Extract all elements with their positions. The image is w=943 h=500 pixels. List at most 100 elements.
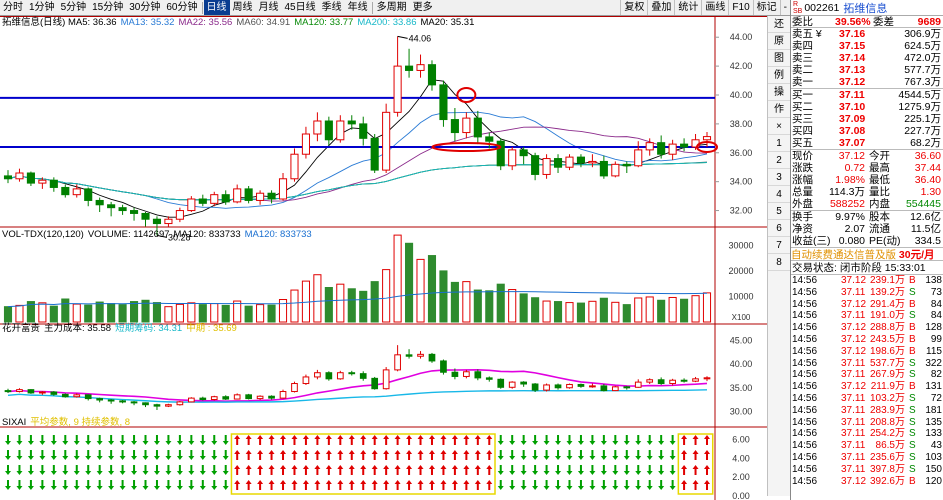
candle[interactable] xyxy=(301,126,310,159)
candle[interactable] xyxy=(588,154,597,168)
candle[interactable] xyxy=(347,115,356,130)
candle[interactable] xyxy=(38,177,47,189)
toolbar-btn-1[interactable]: 叠加 xyxy=(647,0,674,15)
order-row[interactable]: 卖五 ¥ 37.16 306.9万 xyxy=(791,28,943,40)
toolbar-btn-6[interactable]: - xyxy=(779,0,790,15)
candle[interactable] xyxy=(233,184,242,204)
order-row[interactable]: 卖二 37.13 577.7万 xyxy=(791,64,943,76)
period-tab-12[interactable]: 多周期 xyxy=(376,2,407,13)
side-tool-6[interactable]: × xyxy=(768,118,790,135)
candle[interactable] xyxy=(462,112,471,139)
candle[interactable] xyxy=(61,184,70,198)
period-tab-2[interactable]: 5分钟 xyxy=(60,2,87,13)
side-tool-1[interactable]: 原 xyxy=(768,33,790,50)
candle[interactable] xyxy=(519,147,528,165)
candle[interactable] xyxy=(118,204,127,215)
candle[interactable] xyxy=(634,141,643,168)
side-tool-5[interactable]: 作 xyxy=(768,101,790,118)
candle[interactable] xyxy=(210,191,219,207)
candle[interactable] xyxy=(645,138,654,156)
candle[interactable] xyxy=(382,103,391,173)
side-tool-13[interactable]: 7 xyxy=(768,237,790,254)
period-tab-3[interactable]: 15分钟 xyxy=(92,2,124,13)
candle[interactable] xyxy=(508,147,517,171)
order-row[interactable]: 买三 37.09 225.1万 xyxy=(791,113,943,125)
period-tab-13[interactable]: 更多 xyxy=(412,2,433,13)
side-tool-8[interactable]: 2 xyxy=(768,152,790,169)
candle[interactable] xyxy=(611,161,620,178)
candle[interactable] xyxy=(622,161,631,173)
side-tool-7[interactable]: 1 xyxy=(768,135,790,152)
drawn-ellipse[interactable] xyxy=(431,142,502,152)
candle[interactable] xyxy=(542,154,551,179)
order-row[interactable]: 买二 37.10 1275.9万 xyxy=(791,101,943,113)
side-tool-14[interactable]: 8 xyxy=(768,254,790,271)
side-tool-11[interactable]: 5 xyxy=(768,203,790,220)
period-tab-8[interactable]: 月线 xyxy=(258,2,279,13)
candle[interactable] xyxy=(496,138,505,171)
period-tab-10[interactable]: 季线 xyxy=(321,2,342,13)
stock-name[interactable]: 拓维信息 xyxy=(843,2,888,15)
candle[interactable] xyxy=(359,116,368,146)
order-row[interactable]: 卖四 37.15 624.5万 xyxy=(791,40,943,52)
candle[interactable] xyxy=(405,48,414,78)
candle[interactable] xyxy=(553,154,563,173)
toolbar-btn-5[interactable]: 标记 xyxy=(752,0,780,15)
period-tab-1[interactable]: 1分钟 xyxy=(29,2,55,13)
toolbar-btn-4[interactable]: F10 xyxy=(728,0,752,15)
candle[interactable] xyxy=(450,108,459,142)
candle[interactable] xyxy=(393,36,402,117)
period-tab-4[interactable]: 30分钟 xyxy=(129,2,161,13)
candle[interactable] xyxy=(278,173,288,201)
side-tool-2[interactable]: 图 xyxy=(768,50,790,67)
candle[interactable] xyxy=(26,171,35,186)
candle[interactable] xyxy=(657,135,666,159)
period-tab-9[interactable]: 45日线 xyxy=(284,2,316,13)
candle[interactable] xyxy=(95,197,104,212)
period-tab-7[interactable]: 周线 xyxy=(232,2,253,13)
candle[interactable] xyxy=(427,60,437,91)
candle[interactable] xyxy=(72,184,81,198)
side-tool-4[interactable]: 操 xyxy=(768,84,790,101)
candle[interactable] xyxy=(565,154,574,171)
candle[interactable] xyxy=(324,116,333,146)
side-tool-3[interactable]: 例 xyxy=(768,67,790,84)
candle[interactable] xyxy=(152,216,162,236)
candle[interactable] xyxy=(267,190,276,204)
candle[interactable] xyxy=(576,154,586,168)
period-tab-11[interactable]: 年线 xyxy=(347,2,368,13)
toolbar-btn-3[interactable]: 画线 xyxy=(701,0,728,15)
drawn-ellipse-right[interactable] xyxy=(696,141,718,153)
side-tool-0[interactable]: 还 xyxy=(768,16,790,33)
candle[interactable] xyxy=(336,115,345,143)
candle[interactable] xyxy=(221,190,230,205)
period-tab-0[interactable]: 分时 xyxy=(3,2,23,13)
candle[interactable] xyxy=(15,168,24,182)
order-row[interactable]: 卖一 37.12 767.3万 xyxy=(791,76,943,88)
order-row[interactable]: 卖三 37.14 472.0万 xyxy=(791,52,943,64)
candle[interactable] xyxy=(49,177,58,192)
candle[interactable] xyxy=(680,138,689,152)
candle[interactable] xyxy=(668,139,677,160)
candle[interactable] xyxy=(175,207,184,223)
side-tool-10[interactable]: 4 xyxy=(768,186,790,203)
candle[interactable] xyxy=(599,155,608,179)
candle[interactable] xyxy=(702,131,712,147)
candle[interactable] xyxy=(416,54,425,78)
period-tab-5[interactable]: 60分钟 xyxy=(166,2,198,13)
candle[interactable] xyxy=(313,112,322,142)
side-tool-12[interactable]: 6 xyxy=(768,220,790,237)
candle[interactable] xyxy=(187,196,196,212)
candle[interactable] xyxy=(473,110,482,145)
order-row[interactable]: 买一 37.11 4544.5万 xyxy=(791,89,943,101)
drawn-circle[interactable] xyxy=(456,87,477,103)
toolbar-btn-0[interactable]: 复权 xyxy=(620,0,647,15)
side-tool-9[interactable]: 3 xyxy=(768,169,790,186)
candle[interactable] xyxy=(256,190,265,205)
subscription-ad[interactable]: 自动续费通达信普及版 30元/月 xyxy=(791,247,943,261)
candle[interactable] xyxy=(290,148,299,182)
order-row[interactable]: 买五 37.07 68.2万 xyxy=(791,137,943,149)
candle[interactable] xyxy=(370,134,379,173)
period-tab-6[interactable]: 日线 xyxy=(203,0,230,15)
candle[interactable] xyxy=(84,187,93,207)
